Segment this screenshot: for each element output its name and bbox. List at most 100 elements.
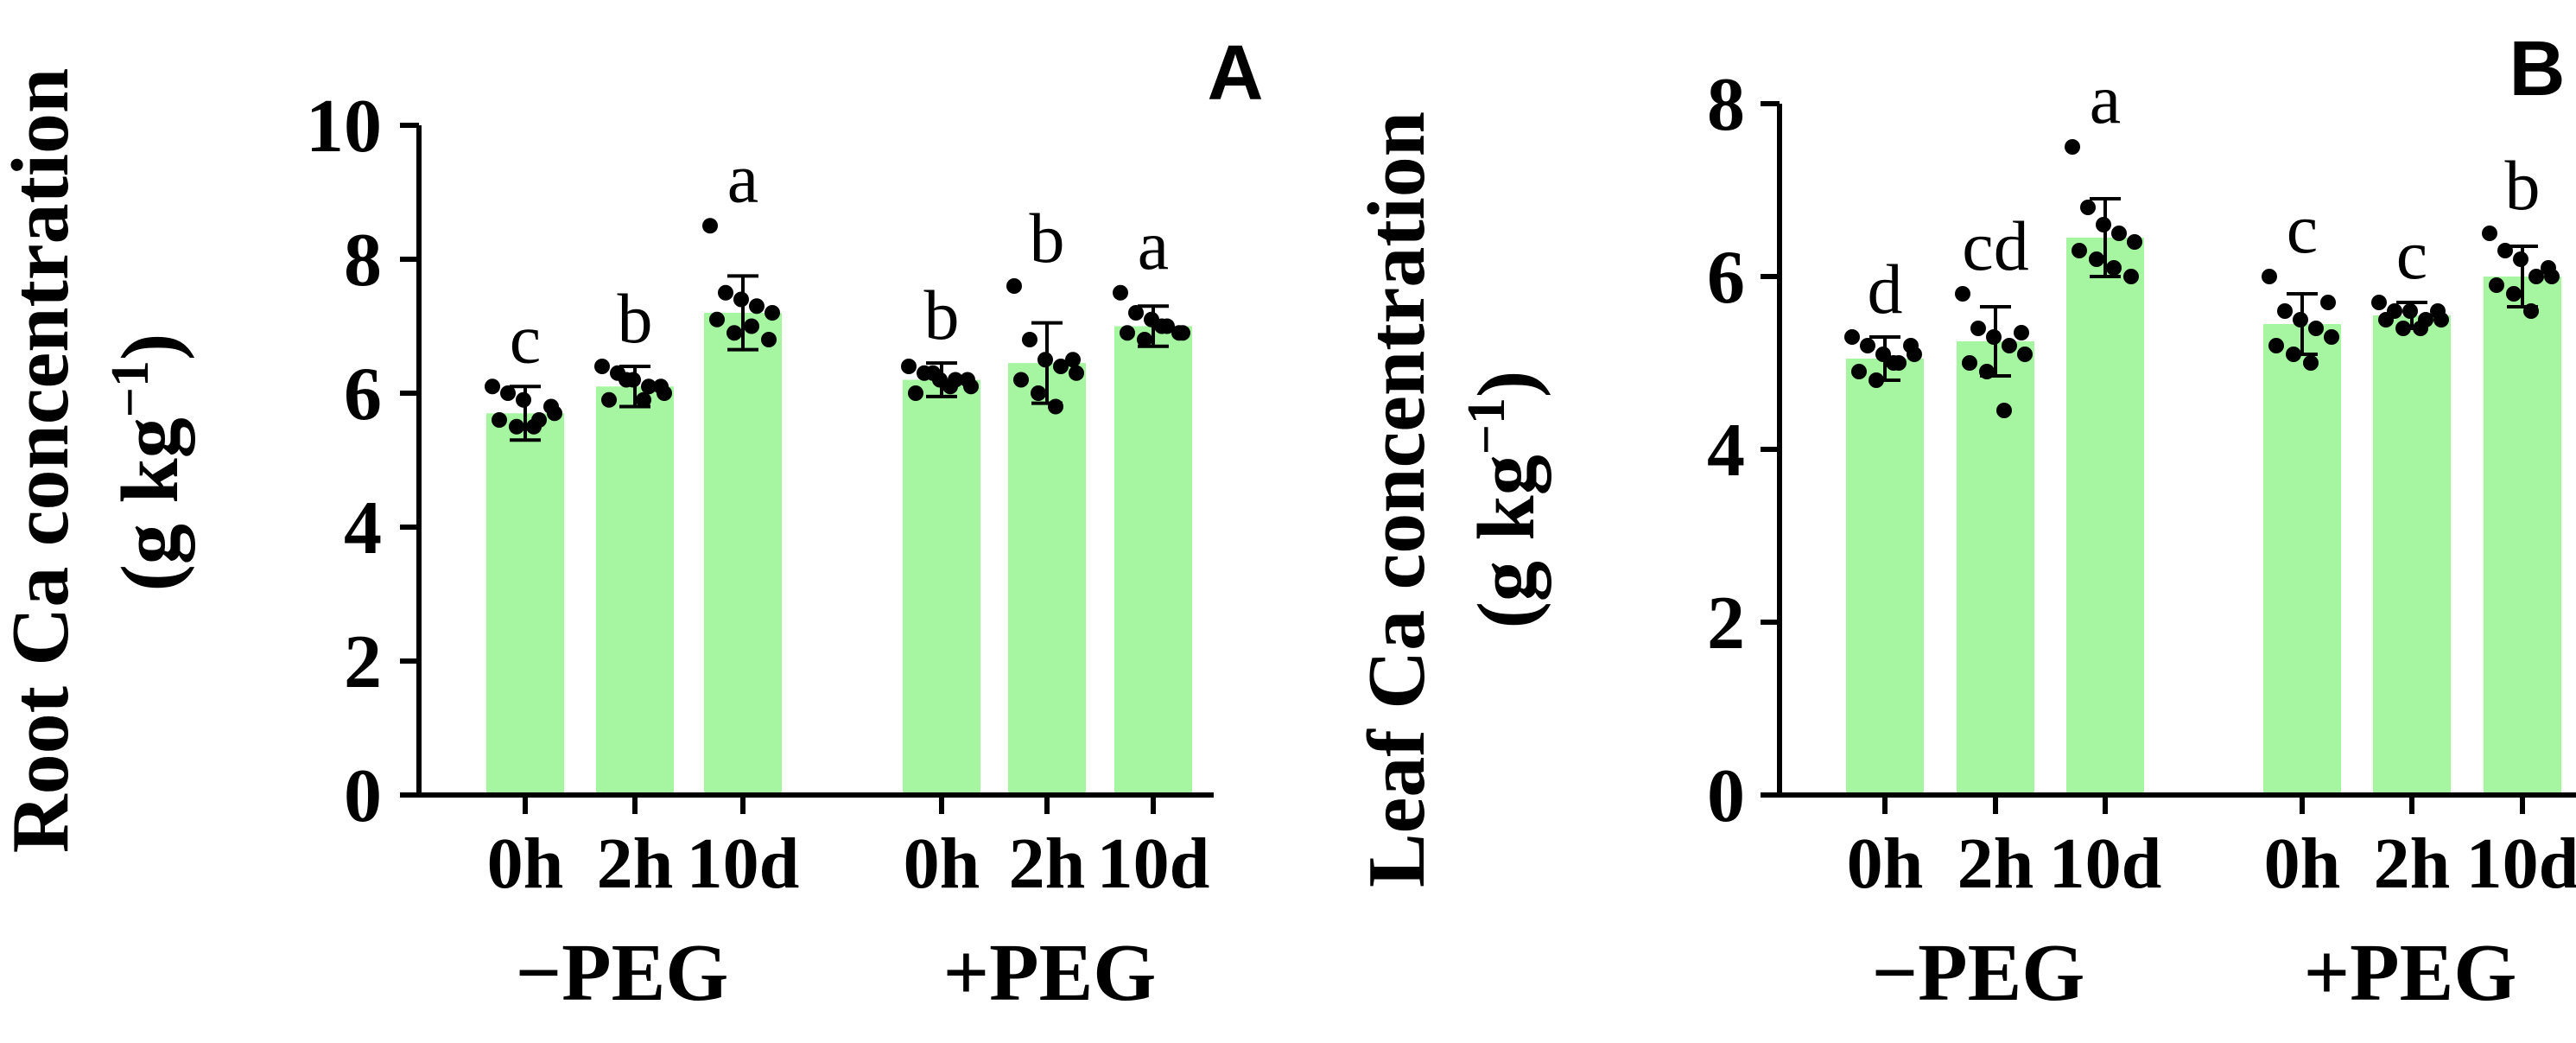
data-point (2268, 338, 2284, 353)
x-tick-label: 2h (1957, 824, 2034, 904)
data-point (1113, 284, 1128, 301)
bar (2263, 324, 2341, 795)
data-point (1137, 332, 1152, 347)
y-tick-label: 2 (344, 620, 382, 704)
error-bar (2090, 197, 2121, 278)
bar (2066, 238, 2144, 795)
data-point (1048, 398, 1063, 415)
y-axis-unit-superscript: −1 (101, 360, 160, 417)
group-label: −PEG (516, 928, 729, 1018)
x-tick-label: 0h (1847, 824, 1924, 904)
bar (1008, 363, 1086, 795)
bar (903, 379, 980, 795)
data-point (908, 385, 923, 401)
data-point (1128, 305, 1144, 321)
data-point (2541, 260, 2556, 276)
bar (2373, 315, 2451, 795)
y-tick-label: 10 (306, 85, 382, 169)
data-point (1006, 278, 1022, 294)
data-point (2106, 260, 2122, 276)
data-point (2482, 226, 2497, 241)
panel-label: A (1208, 30, 1264, 117)
data-point (733, 291, 749, 308)
data-point (749, 298, 765, 315)
error-bar (727, 274, 758, 352)
bar (1957, 341, 2034, 795)
data-point (1154, 318, 1170, 334)
data-point (1962, 355, 1977, 371)
data-point (2395, 321, 2411, 336)
y-tick-label: 4 (344, 487, 382, 570)
data-point (718, 284, 733, 301)
data-point (601, 391, 617, 408)
data-point (960, 372, 975, 388)
y-axis-unit-close: ) (105, 334, 195, 360)
data-point (1979, 364, 1995, 379)
y-axis-unit-close: ) (1462, 371, 1551, 397)
y-axis-unit-base: (g kg (105, 417, 195, 591)
significance-letter: b (1030, 199, 1065, 277)
data-point (1869, 372, 1884, 388)
data-point (765, 305, 780, 321)
data-point (901, 359, 917, 374)
data-point (509, 418, 524, 435)
y-tick-label: 2 (1707, 582, 1745, 665)
data-point (516, 391, 531, 408)
data-point (2262, 269, 2277, 284)
data-point (2127, 234, 2142, 250)
data-point (485, 378, 500, 395)
data-point (2286, 347, 2301, 362)
x-tick-label: 2h (597, 824, 674, 904)
data-point (1851, 364, 1867, 379)
data-point (2320, 295, 2336, 310)
y-axis-unit: (g kg−1) (101, 334, 195, 592)
significance-letter: a (1138, 206, 1169, 284)
data-point (1031, 385, 1046, 401)
data-point (1120, 325, 1135, 341)
data-point (1986, 329, 2002, 345)
data-point (2528, 269, 2544, 284)
panel-label: B (2509, 26, 2566, 112)
data-point (1013, 372, 1029, 388)
significance-letter: a (727, 138, 758, 217)
significance-letter: d (1868, 250, 1903, 328)
data-point (2017, 347, 2033, 362)
y-axis-title: Root Ca concentration (0, 68, 86, 854)
x-tick-label: 10d (687, 824, 800, 904)
x-tick-label: 0h (904, 824, 980, 904)
data-point (1996, 403, 2012, 418)
data-point (636, 391, 651, 408)
data-point (1037, 352, 1053, 368)
data-point (1065, 352, 1081, 368)
data-point (1903, 338, 1919, 353)
significance-letter: c (510, 299, 541, 378)
significance-letter: b (618, 279, 653, 358)
data-point (2277, 303, 2293, 319)
y-axis-unit-superscript: −1 (1457, 397, 1516, 455)
data-point (1069, 365, 1084, 381)
data-point (744, 318, 759, 334)
data-point (1171, 325, 1187, 341)
x-tick-label: 2h (1009, 824, 1086, 904)
data-point (2371, 295, 2387, 310)
data-point (500, 385, 516, 401)
data-point (2072, 243, 2087, 258)
data-point (2513, 251, 2528, 267)
data-point (653, 378, 669, 395)
y-tick-label: 4 (1707, 409, 1745, 493)
data-point (726, 325, 742, 341)
data-point (2123, 269, 2139, 284)
data-point (543, 398, 559, 415)
group-label: +PEG (943, 928, 1157, 1018)
bar (1846, 359, 1924, 795)
significance-letter: b (924, 276, 960, 354)
x-tick-label: 0h (2264, 824, 2341, 904)
data-point (2413, 321, 2428, 336)
group-label: +PEG (2304, 928, 2517, 1018)
data-point (761, 332, 777, 347)
data-point (1860, 338, 1875, 353)
data-point (2096, 217, 2111, 232)
